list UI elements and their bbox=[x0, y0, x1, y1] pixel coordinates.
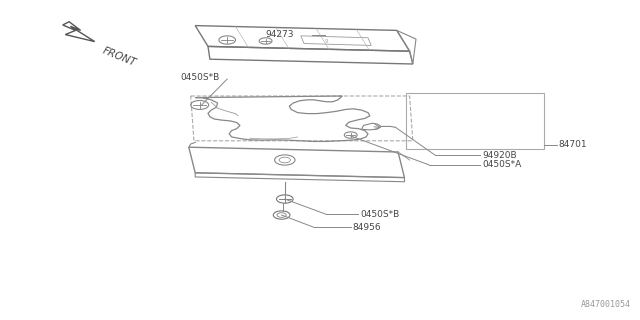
Text: 84956: 84956 bbox=[353, 223, 381, 232]
Text: 9: 9 bbox=[324, 39, 328, 44]
Text: 94273: 94273 bbox=[266, 30, 294, 39]
Text: A847001054: A847001054 bbox=[580, 300, 630, 309]
Text: 0450S*B: 0450S*B bbox=[360, 210, 399, 219]
Text: 0450S*B: 0450S*B bbox=[180, 73, 220, 82]
Text: FRONT: FRONT bbox=[101, 45, 138, 68]
Text: 94920B: 94920B bbox=[482, 151, 516, 160]
Text: 84701: 84701 bbox=[559, 140, 588, 149]
Text: 0450S*A: 0450S*A bbox=[482, 160, 521, 169]
